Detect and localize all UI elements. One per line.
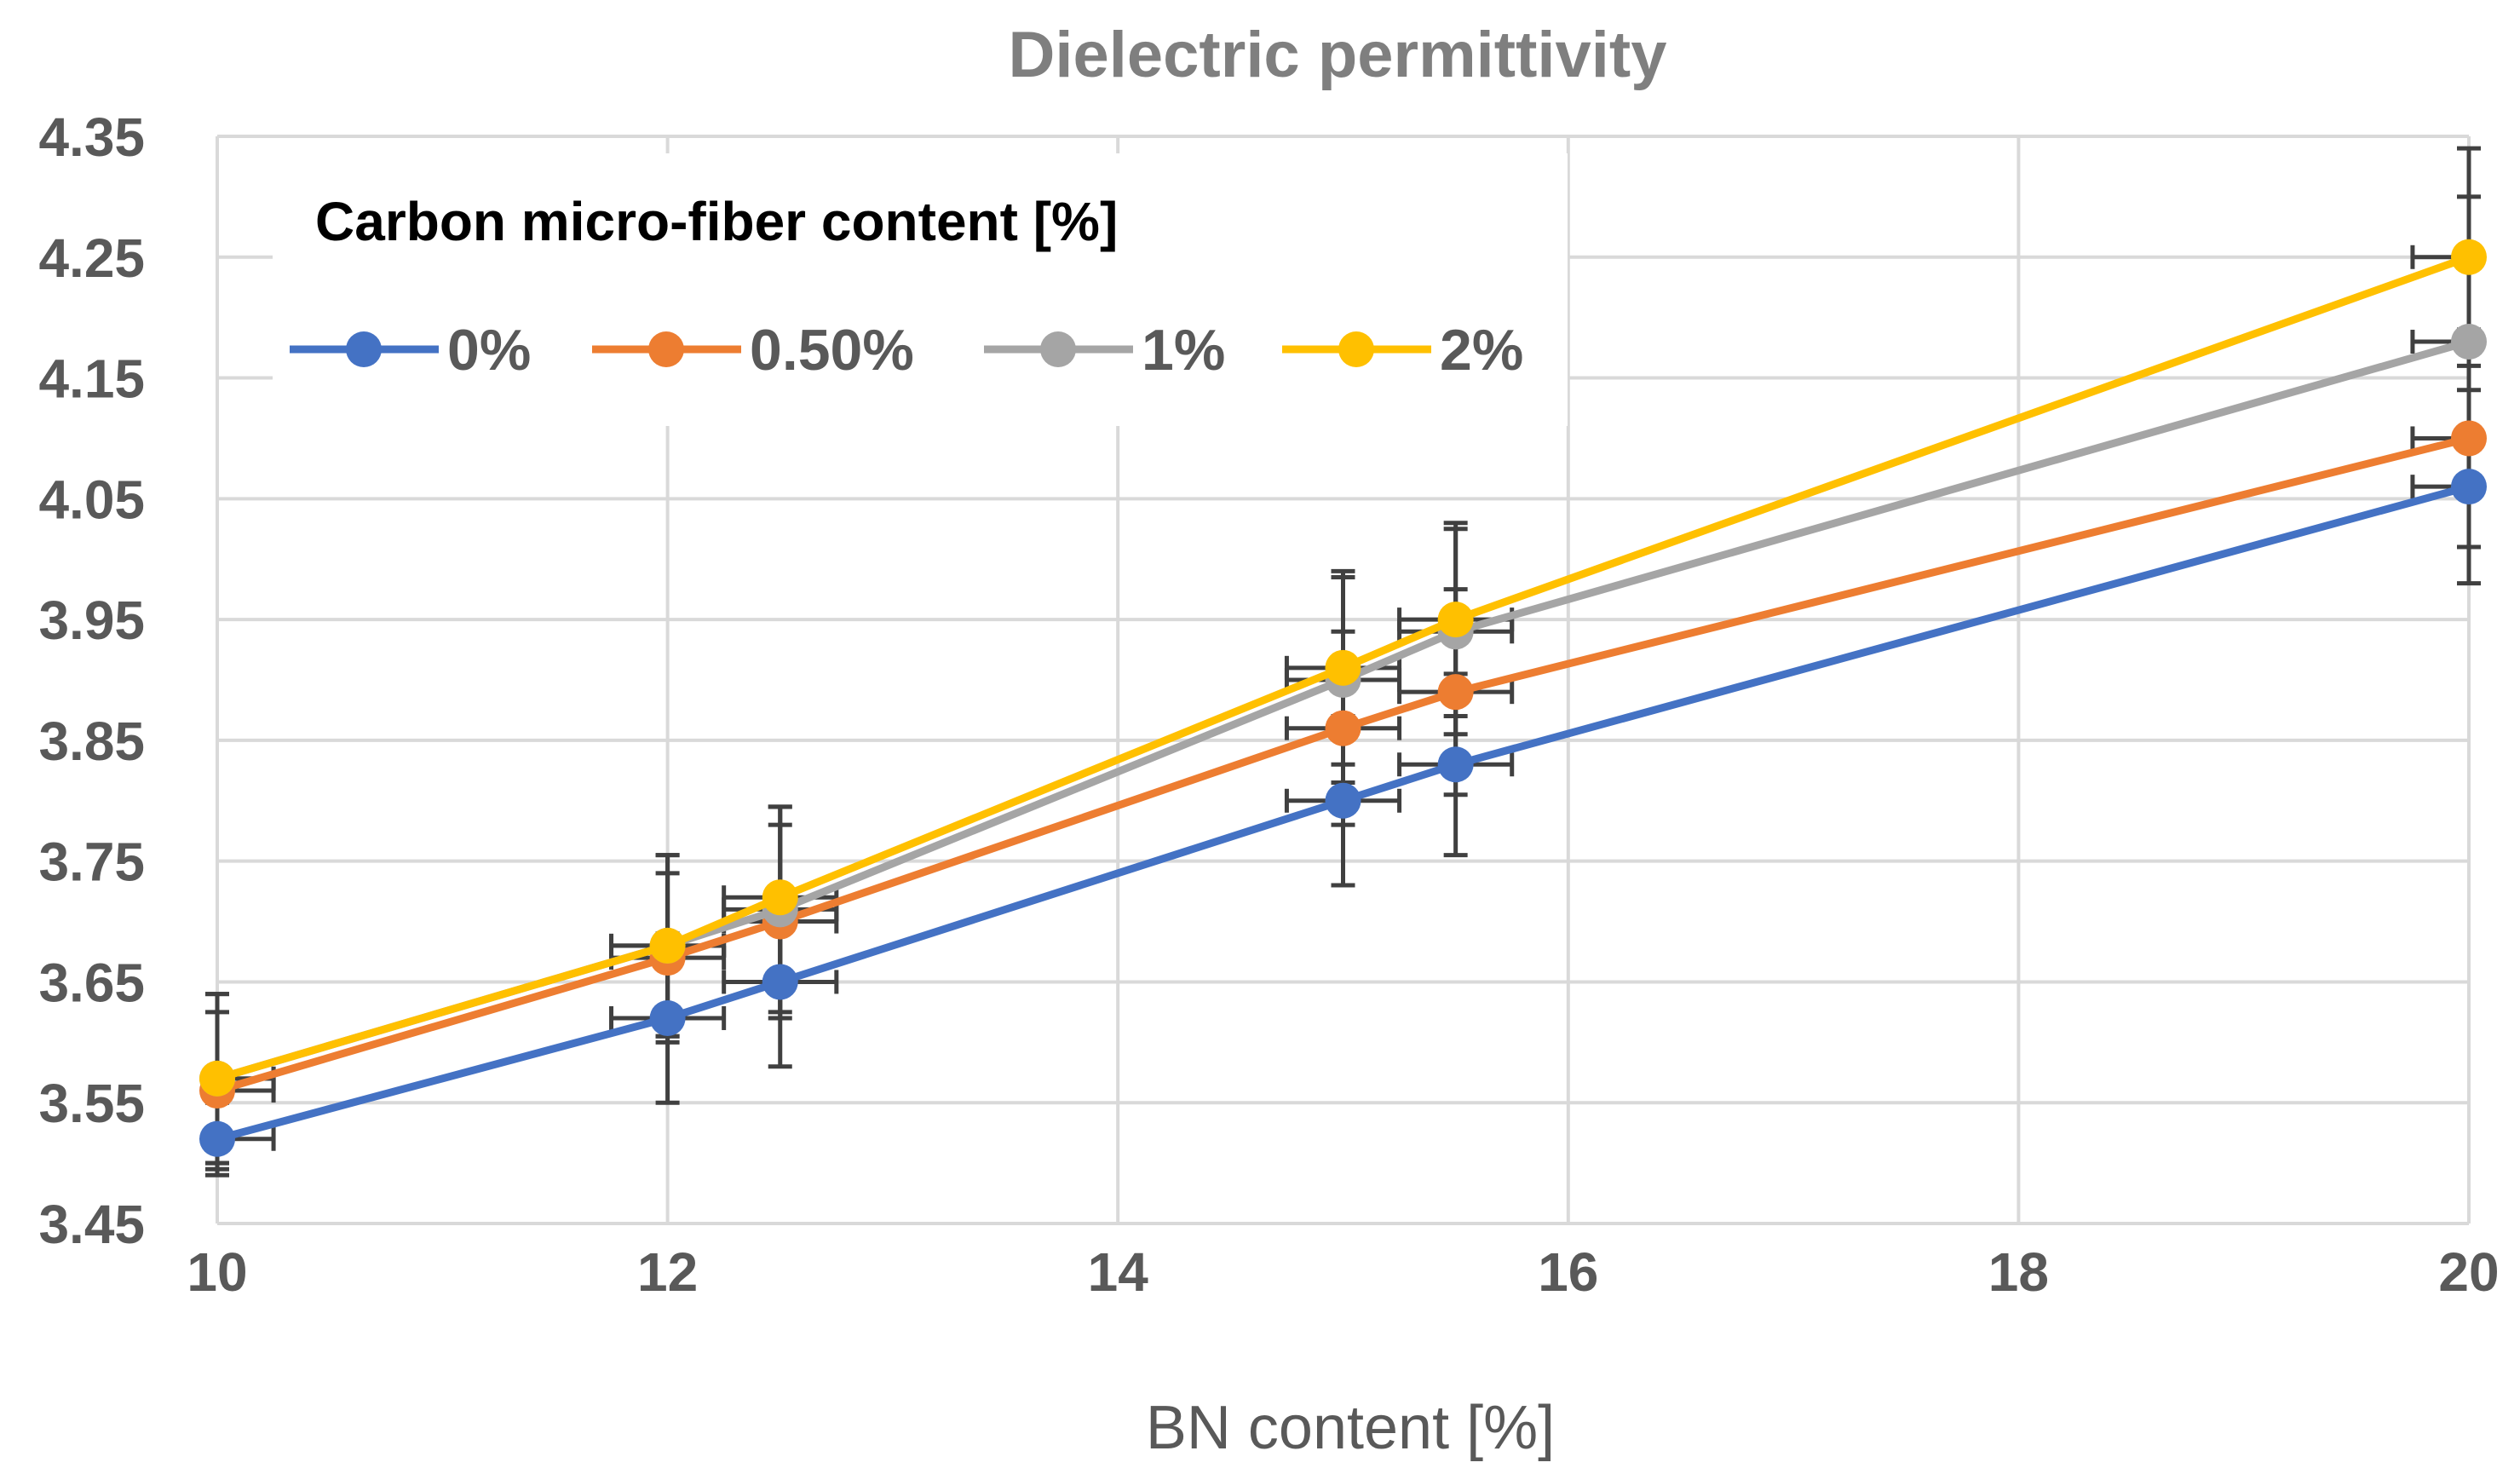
series-point-1-4: [1437, 674, 1474, 711]
series-point-1-5: [2451, 420, 2487, 457]
series-point-3-0: [199, 1060, 235, 1097]
x-tick-label-3: 16: [1538, 1241, 1598, 1303]
y-tick-label-9: 4.35: [38, 107, 145, 168]
series-0: [199, 469, 2487, 1157]
series-3: [199, 239, 2487, 1097]
series-point-3-2: [762, 879, 798, 916]
chart-title: Dielectric permittivity: [1009, 19, 1667, 91]
legend-background: [273, 153, 1568, 426]
x-tick-label-0: 10: [187, 1241, 247, 1303]
series-point-3-5: [2451, 239, 2487, 275]
legend: Carbon micro-fiber content [%] 0% 0.50% 1%…: [273, 153, 1568, 426]
legend-title: Carbon micro-fiber content [%]: [315, 191, 1118, 252]
legend-marker-2: [1040, 331, 1076, 367]
y-tick-label-8: 4.25: [38, 227, 145, 289]
x-axis-label: BN content [%]: [1146, 1394, 1555, 1462]
legend-item-1: 0.50%: [592, 318, 914, 383]
series-point-0-2: [762, 964, 798, 1000]
legend-item-2: 1%: [984, 318, 1225, 383]
legend-item-3: 2%: [1282, 318, 1523, 383]
series-point-3-3: [1325, 649, 1361, 686]
legend-marker-3: [1338, 331, 1374, 367]
y-tick-label-7: 4.15: [38, 348, 145, 410]
x-tick-label-2: 14: [1088, 1241, 1149, 1303]
y-tick-label-4: 3.85: [38, 711, 145, 772]
y-tick-label-0: 3.45: [38, 1194, 145, 1255]
y-tick-label-1: 3.55: [38, 1073, 145, 1134]
legend-marker-1: [648, 331, 684, 367]
tick-layer: 3.45 3.55 3.65 3.75 3.85 3.95 4.05 4.15 4.25 4.35…: [38, 107, 2499, 1303]
series-line-1: [216, 435, 2471, 1095]
x-tick-label-1: 12: [637, 1241, 698, 1303]
series-point-0-3: [1325, 782, 1361, 819]
series-point-3-1: [649, 927, 686, 964]
y-tick-label-6: 4.05: [38, 469, 145, 530]
series-line-3: [216, 253, 2471, 1083]
series-point-0-0: [199, 1120, 235, 1157]
series-point-0-1: [649, 999, 686, 1036]
series-line-0: [216, 482, 2471, 1143]
legend-label-1: 0.50%: [750, 318, 914, 383]
legend-marker-0: [346, 331, 382, 367]
y-tick-label-5: 3.95: [38, 590, 145, 651]
series-point-2-5: [2451, 324, 2487, 360]
legend-items: 0% 0.50% 1% 2%: [290, 318, 1523, 383]
legend-label-0: 0%: [447, 318, 531, 383]
series-point-1-3: [1325, 710, 1361, 746]
legend-label-3: 2%: [1440, 318, 1523, 383]
series-point-0-5: [2451, 469, 2487, 505]
legend-item-0: 0%: [290, 318, 531, 383]
series-point-0-4: [1437, 746, 1474, 783]
legend-label-2: 1%: [1142, 318, 1225, 383]
y-tick-label-3: 3.75: [38, 832, 145, 893]
x-tick-label-5: 20: [2438, 1241, 2499, 1303]
x-tick-label-4: 18: [1988, 1241, 2049, 1303]
y-tick-label-2: 3.65: [38, 952, 145, 1013]
series-point-3-4: [1437, 602, 1474, 638]
series-layer: [199, 146, 2487, 1177]
